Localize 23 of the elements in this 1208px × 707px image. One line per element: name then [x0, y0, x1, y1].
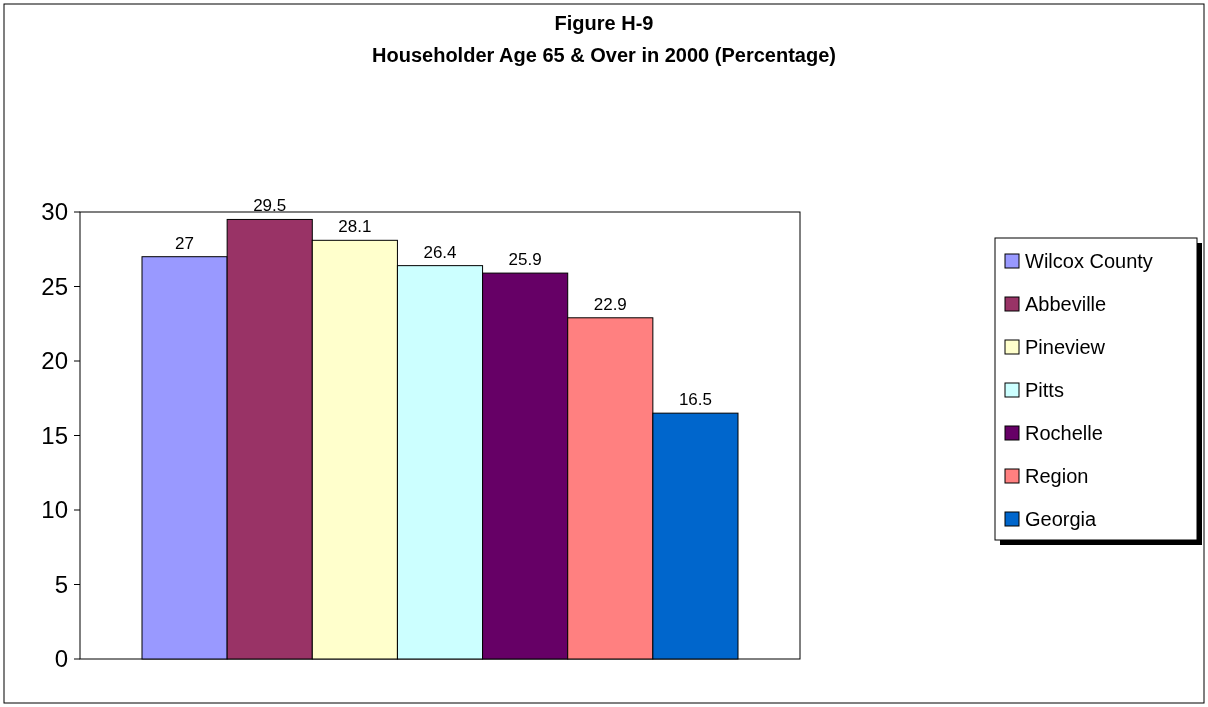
y-tick-label: 5 [54, 570, 68, 598]
data-label: 22.9 [593, 294, 627, 314]
data-label: 16.5 [678, 390, 712, 410]
chart-title: Figure H-9 [554, 12, 654, 34]
legend-label: Georgia [1025, 508, 1098, 530]
y-tick-label: 20 [41, 347, 68, 375]
legend-label: Region [1025, 465, 1089, 487]
y-tick-label: 10 [41, 496, 68, 524]
data-label: 26.4 [423, 242, 457, 262]
y-tick-label: 25 [41, 272, 68, 300]
legend-label: Rochelle [1025, 422, 1103, 444]
y-tick-label: 0 [54, 645, 68, 673]
legend-label: Pitts [1025, 379, 1064, 401]
data-label: 29.5 [253, 196, 287, 216]
y-tick-label: 30 [41, 198, 68, 226]
data-label: 27 [175, 233, 195, 253]
legend-label: Wilcox County [1025, 250, 1153, 272]
data-label: 25.9 [508, 250, 542, 270]
y-tick-label: 15 [41, 421, 68, 449]
chart-subtitle: Householder Age 65 & Over in 2000 (Percentage) [372, 44, 836, 66]
legend-label: Pineview [1025, 336, 1106, 358]
legend-label: Abbeville [1025, 293, 1107, 315]
data-label: 28.1 [338, 217, 372, 237]
